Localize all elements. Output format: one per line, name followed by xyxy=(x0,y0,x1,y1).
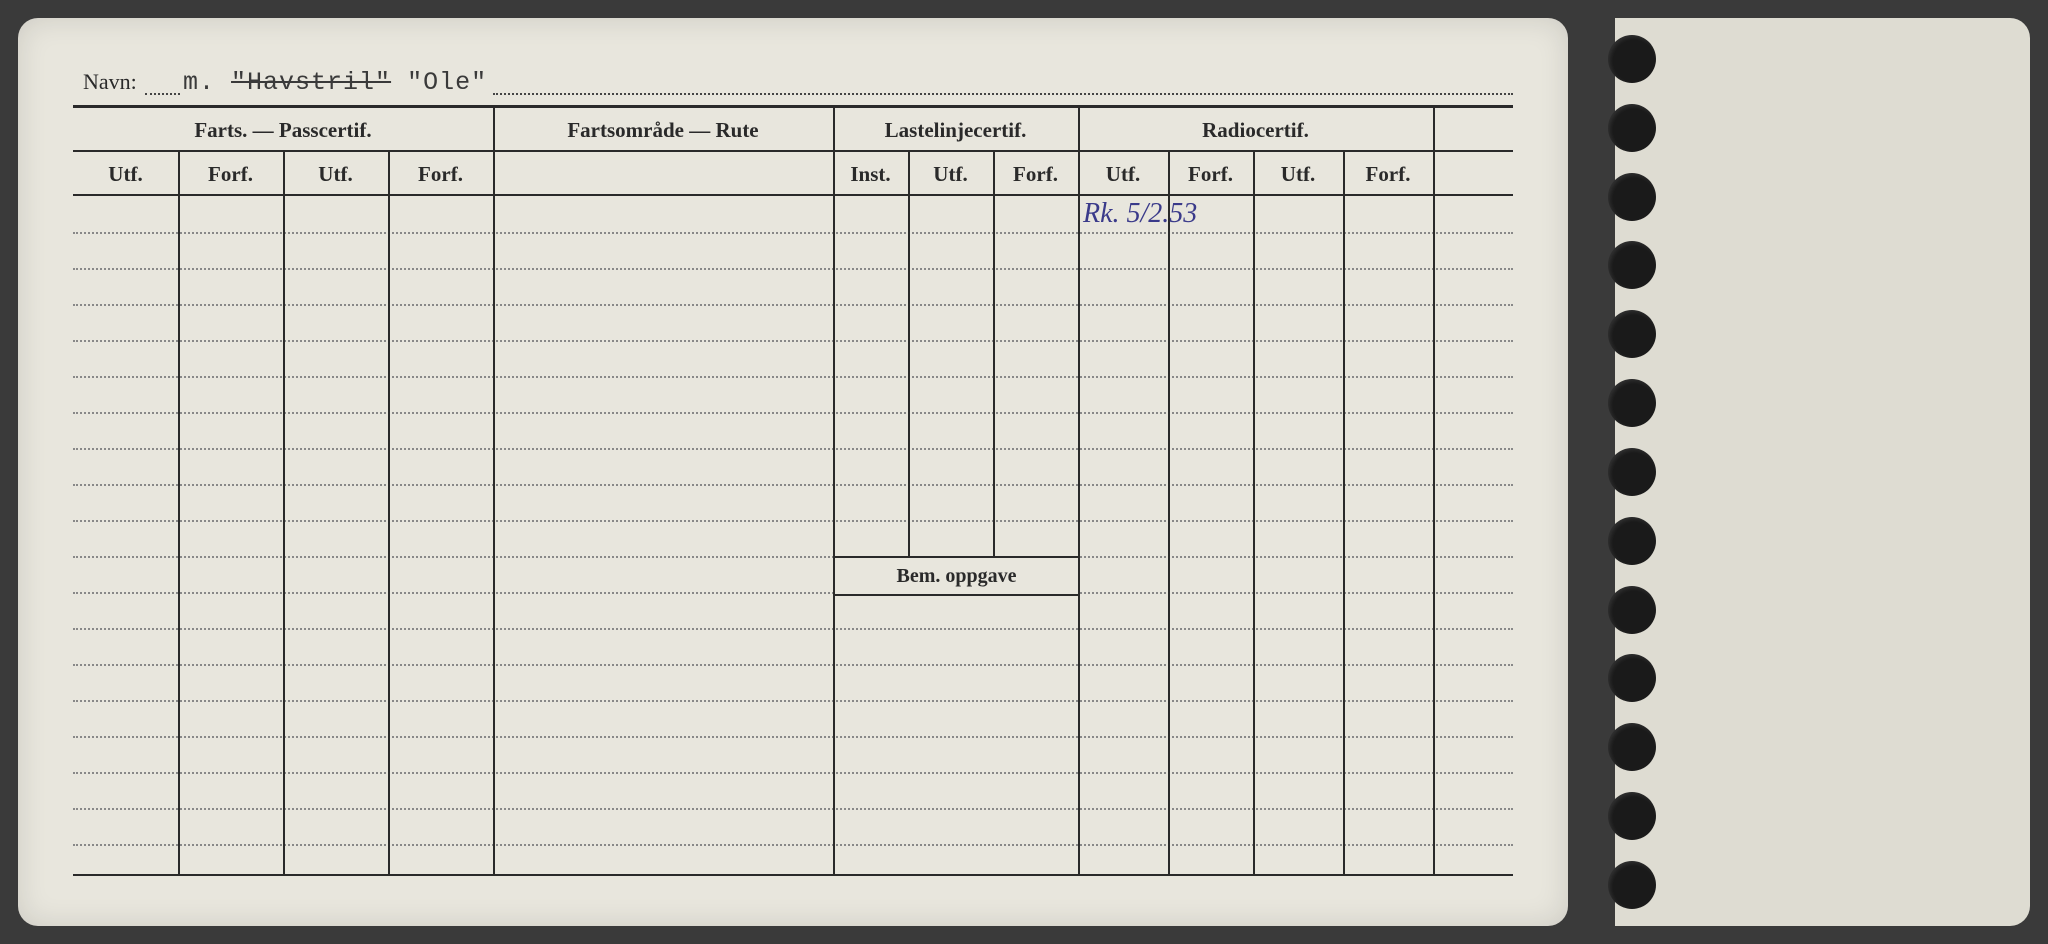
dotted-row xyxy=(73,484,1513,486)
vline-thin xyxy=(388,152,390,196)
dots-before xyxy=(145,93,180,95)
vline xyxy=(833,152,835,196)
vline-thin xyxy=(908,152,910,196)
binder-hole xyxy=(1608,723,1656,771)
name-current: "Ole" xyxy=(407,68,487,97)
section-fartsomrade: Fartsområde — Rute xyxy=(493,108,833,152)
header-row-1: Farts. — Passcertif. Fartsområde — Rute … xyxy=(73,108,1513,152)
vline xyxy=(283,196,285,876)
binder-hole xyxy=(1608,448,1656,496)
vline-thin xyxy=(178,152,180,196)
section-lastelinje: Lastelinjecertif. xyxy=(833,108,1078,152)
name-prefix: m. xyxy=(183,68,215,97)
vline xyxy=(1078,108,1080,152)
col-farts-utf1: Utf. xyxy=(73,152,178,196)
binder-hole xyxy=(1608,654,1656,702)
dotted-row xyxy=(73,808,1513,810)
binder-hole xyxy=(1608,173,1656,221)
vline-thin xyxy=(993,196,995,556)
dotted-row xyxy=(73,520,1513,522)
binder-hole xyxy=(1608,241,1656,289)
dots-after xyxy=(493,93,1513,95)
vline xyxy=(493,108,495,152)
vline-thin xyxy=(1253,152,1255,196)
vline-thin xyxy=(1168,152,1170,196)
section-radio: Radiocertif. xyxy=(1078,108,1433,152)
dotted-row xyxy=(73,592,1513,594)
dotted-row xyxy=(73,340,1513,342)
dotted-row xyxy=(73,664,1513,666)
binder-hole xyxy=(1608,35,1656,83)
bem-header: Bem. oppgave xyxy=(835,556,1078,596)
dotted-row xyxy=(73,700,1513,702)
vline xyxy=(1253,196,1255,876)
table: Farts. — Passcertif. Fartsområde — Rute … xyxy=(73,108,1513,878)
vline-thin xyxy=(388,196,390,876)
dotted-row xyxy=(73,376,1513,378)
dotted-row xyxy=(73,448,1513,450)
col-farts-utf2: Utf. xyxy=(283,152,388,196)
vline xyxy=(1433,108,1435,152)
vline-thin xyxy=(1343,196,1345,876)
vline xyxy=(1078,152,1080,196)
vline xyxy=(1078,196,1080,876)
table-bottom-border xyxy=(73,874,1513,876)
col-radio-utf2: Utf. xyxy=(1253,152,1343,196)
binder-hole xyxy=(1608,861,1656,909)
col-radio-utf1: Utf. xyxy=(1078,152,1168,196)
name-value: m. "Havstril" "Ole" xyxy=(183,68,487,97)
binder-hole xyxy=(1608,104,1656,152)
vline-thin xyxy=(993,152,995,196)
dotted-row xyxy=(73,268,1513,270)
index-card: Navn: m. "Havstril" "Ole" Farts. — Passc… xyxy=(18,18,1568,926)
col-farts-forf2: Forf. xyxy=(388,152,493,196)
dotted-row xyxy=(73,232,1513,234)
dotted-row xyxy=(73,412,1513,414)
vline-thin xyxy=(1168,196,1170,876)
col-farts-forf1: Forf. xyxy=(178,152,283,196)
data-area: Bem. oppgave Rk. 5/2.53 xyxy=(73,196,1513,876)
section-farts: Farts. — Passcertif. xyxy=(73,108,493,152)
col-laste-forf: Forf. xyxy=(993,152,1078,196)
binder-hole xyxy=(1608,517,1656,565)
col-laste-utf: Utf. xyxy=(908,152,993,196)
binder-hole xyxy=(1608,310,1656,358)
dotted-row xyxy=(73,628,1513,630)
col-laste-inst: Inst. xyxy=(833,152,908,196)
header-row-2: Utf. Forf. Utf. Forf. Inst. Utf. Forf. U… xyxy=(73,152,1513,196)
vline-thin xyxy=(178,196,180,876)
col-radio-forf1: Forf. xyxy=(1168,152,1253,196)
binder-holes xyxy=(1608,35,1668,909)
vline xyxy=(833,108,835,152)
right-paper-area xyxy=(1615,18,2030,926)
vline-thin xyxy=(908,196,910,556)
vline xyxy=(493,152,495,196)
dotted-row xyxy=(73,736,1513,738)
dotted-row xyxy=(73,772,1513,774)
vline xyxy=(833,196,835,876)
binder-hole xyxy=(1608,792,1656,840)
vline xyxy=(1433,196,1435,876)
card-content: Navn: m. "Havstril" "Ole" Farts. — Passc… xyxy=(73,58,1513,893)
radio-entry-1: Rk. 5/2.53 xyxy=(1083,198,1197,230)
vline-thin xyxy=(283,152,285,196)
vline xyxy=(1433,152,1435,196)
dotted-row xyxy=(73,304,1513,306)
name-struck: "Havstril" xyxy=(231,68,391,97)
dotted-row xyxy=(73,844,1513,846)
dotted-row xyxy=(73,556,1513,558)
binder-hole xyxy=(1608,379,1656,427)
binder-hole xyxy=(1608,586,1656,634)
vline xyxy=(493,196,495,876)
vline-thin xyxy=(1343,152,1345,196)
name-row: Navn: m. "Havstril" "Ole" xyxy=(73,58,1513,108)
col-radio-forf2: Forf. xyxy=(1343,152,1433,196)
name-label: Navn: xyxy=(83,69,137,95)
